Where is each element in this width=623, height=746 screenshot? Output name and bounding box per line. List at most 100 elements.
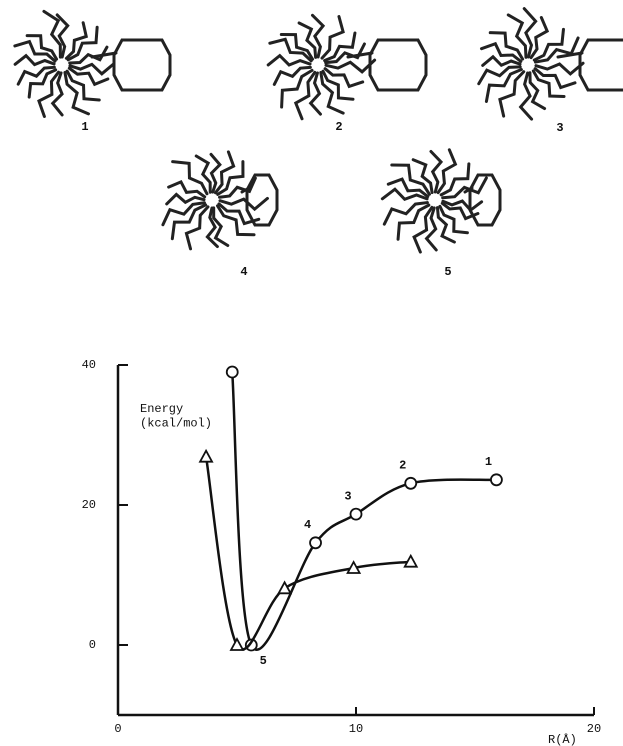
chain <box>439 162 471 197</box>
marker <box>346 560 362 574</box>
y-axis-label: Energy (kcal/mol) <box>140 402 212 430</box>
chain <box>165 192 206 206</box>
chain <box>268 37 313 63</box>
x-tick-label: 10 <box>349 722 363 736</box>
y-tick-label: 0 <box>89 638 96 652</box>
chain <box>50 71 64 117</box>
ring <box>368 38 428 92</box>
chain <box>209 152 222 194</box>
series-line <box>230 371 497 651</box>
link <box>346 51 374 59</box>
chain <box>324 58 377 74</box>
link <box>240 186 251 194</box>
marker <box>309 536 322 550</box>
structure-label: 3 <box>556 121 563 135</box>
x-axis-label: R(Å) <box>548 732 577 746</box>
chain <box>16 65 56 86</box>
point-label: 1 <box>485 455 492 469</box>
chain <box>320 15 345 60</box>
chain <box>310 13 326 59</box>
molecule <box>477 7 623 121</box>
marker <box>490 473 503 487</box>
marker <box>349 507 363 521</box>
chain <box>440 201 480 221</box>
chain <box>279 33 314 61</box>
molecule <box>380 148 502 254</box>
chain <box>528 71 547 111</box>
chain <box>13 53 56 67</box>
chain <box>506 13 528 59</box>
chain <box>396 203 431 241</box>
marker <box>229 637 245 651</box>
chain <box>411 158 434 195</box>
chain <box>216 160 245 196</box>
link <box>556 51 584 59</box>
chain <box>218 176 257 199</box>
chain <box>272 65 312 86</box>
structure-label: 5 <box>444 265 451 279</box>
chain <box>65 69 101 102</box>
marker <box>277 580 293 595</box>
chain <box>518 71 534 121</box>
chain <box>319 70 345 115</box>
chain <box>170 203 208 241</box>
molecule <box>266 13 428 121</box>
chain <box>533 67 577 90</box>
marker <box>225 365 239 379</box>
chain <box>323 67 365 89</box>
y-tick-label: 20 <box>82 498 96 512</box>
chain <box>218 196 269 212</box>
chain <box>64 21 89 60</box>
chain <box>213 150 236 195</box>
chain <box>266 53 312 67</box>
chain <box>293 70 317 121</box>
chain <box>477 65 522 86</box>
point-label: 4 <box>304 518 311 532</box>
structures <box>13 7 623 254</box>
chain <box>498 70 526 118</box>
chain <box>27 68 58 99</box>
chain <box>55 13 70 59</box>
chain <box>184 205 210 251</box>
chain <box>324 42 366 65</box>
point-label: 5 <box>260 654 267 668</box>
chain <box>441 176 488 200</box>
chain <box>441 199 484 213</box>
chain <box>66 25 99 62</box>
chain <box>68 62 116 76</box>
chain <box>533 36 580 64</box>
chain <box>382 201 429 226</box>
ring <box>245 173 279 227</box>
marker <box>198 448 214 463</box>
chain <box>323 31 357 63</box>
chain <box>25 34 59 61</box>
chain <box>67 66 110 87</box>
chain <box>429 150 444 194</box>
molecule <box>13 9 172 118</box>
chain <box>435 206 456 244</box>
molecule <box>161 150 279 251</box>
ring <box>468 173 502 227</box>
structure-label: 2 <box>335 120 342 134</box>
chain <box>531 69 566 98</box>
chain <box>205 206 219 249</box>
chain <box>532 27 565 62</box>
chain <box>167 179 207 199</box>
link <box>90 51 118 59</box>
chain <box>37 70 61 118</box>
chain <box>63 70 90 116</box>
structure-label: 4 <box>240 265 247 279</box>
chain <box>280 68 314 109</box>
point-label: 2 <box>399 458 406 472</box>
chain <box>484 68 523 103</box>
chain <box>194 154 212 194</box>
ring <box>578 38 623 92</box>
chain <box>390 163 431 196</box>
x-tick-label: 0 <box>114 722 121 736</box>
x-tick-label: 20 <box>587 722 601 736</box>
chain <box>424 206 438 252</box>
chain <box>42 9 62 59</box>
chain <box>479 41 523 63</box>
chain <box>529 16 550 60</box>
chain <box>13 39 57 63</box>
